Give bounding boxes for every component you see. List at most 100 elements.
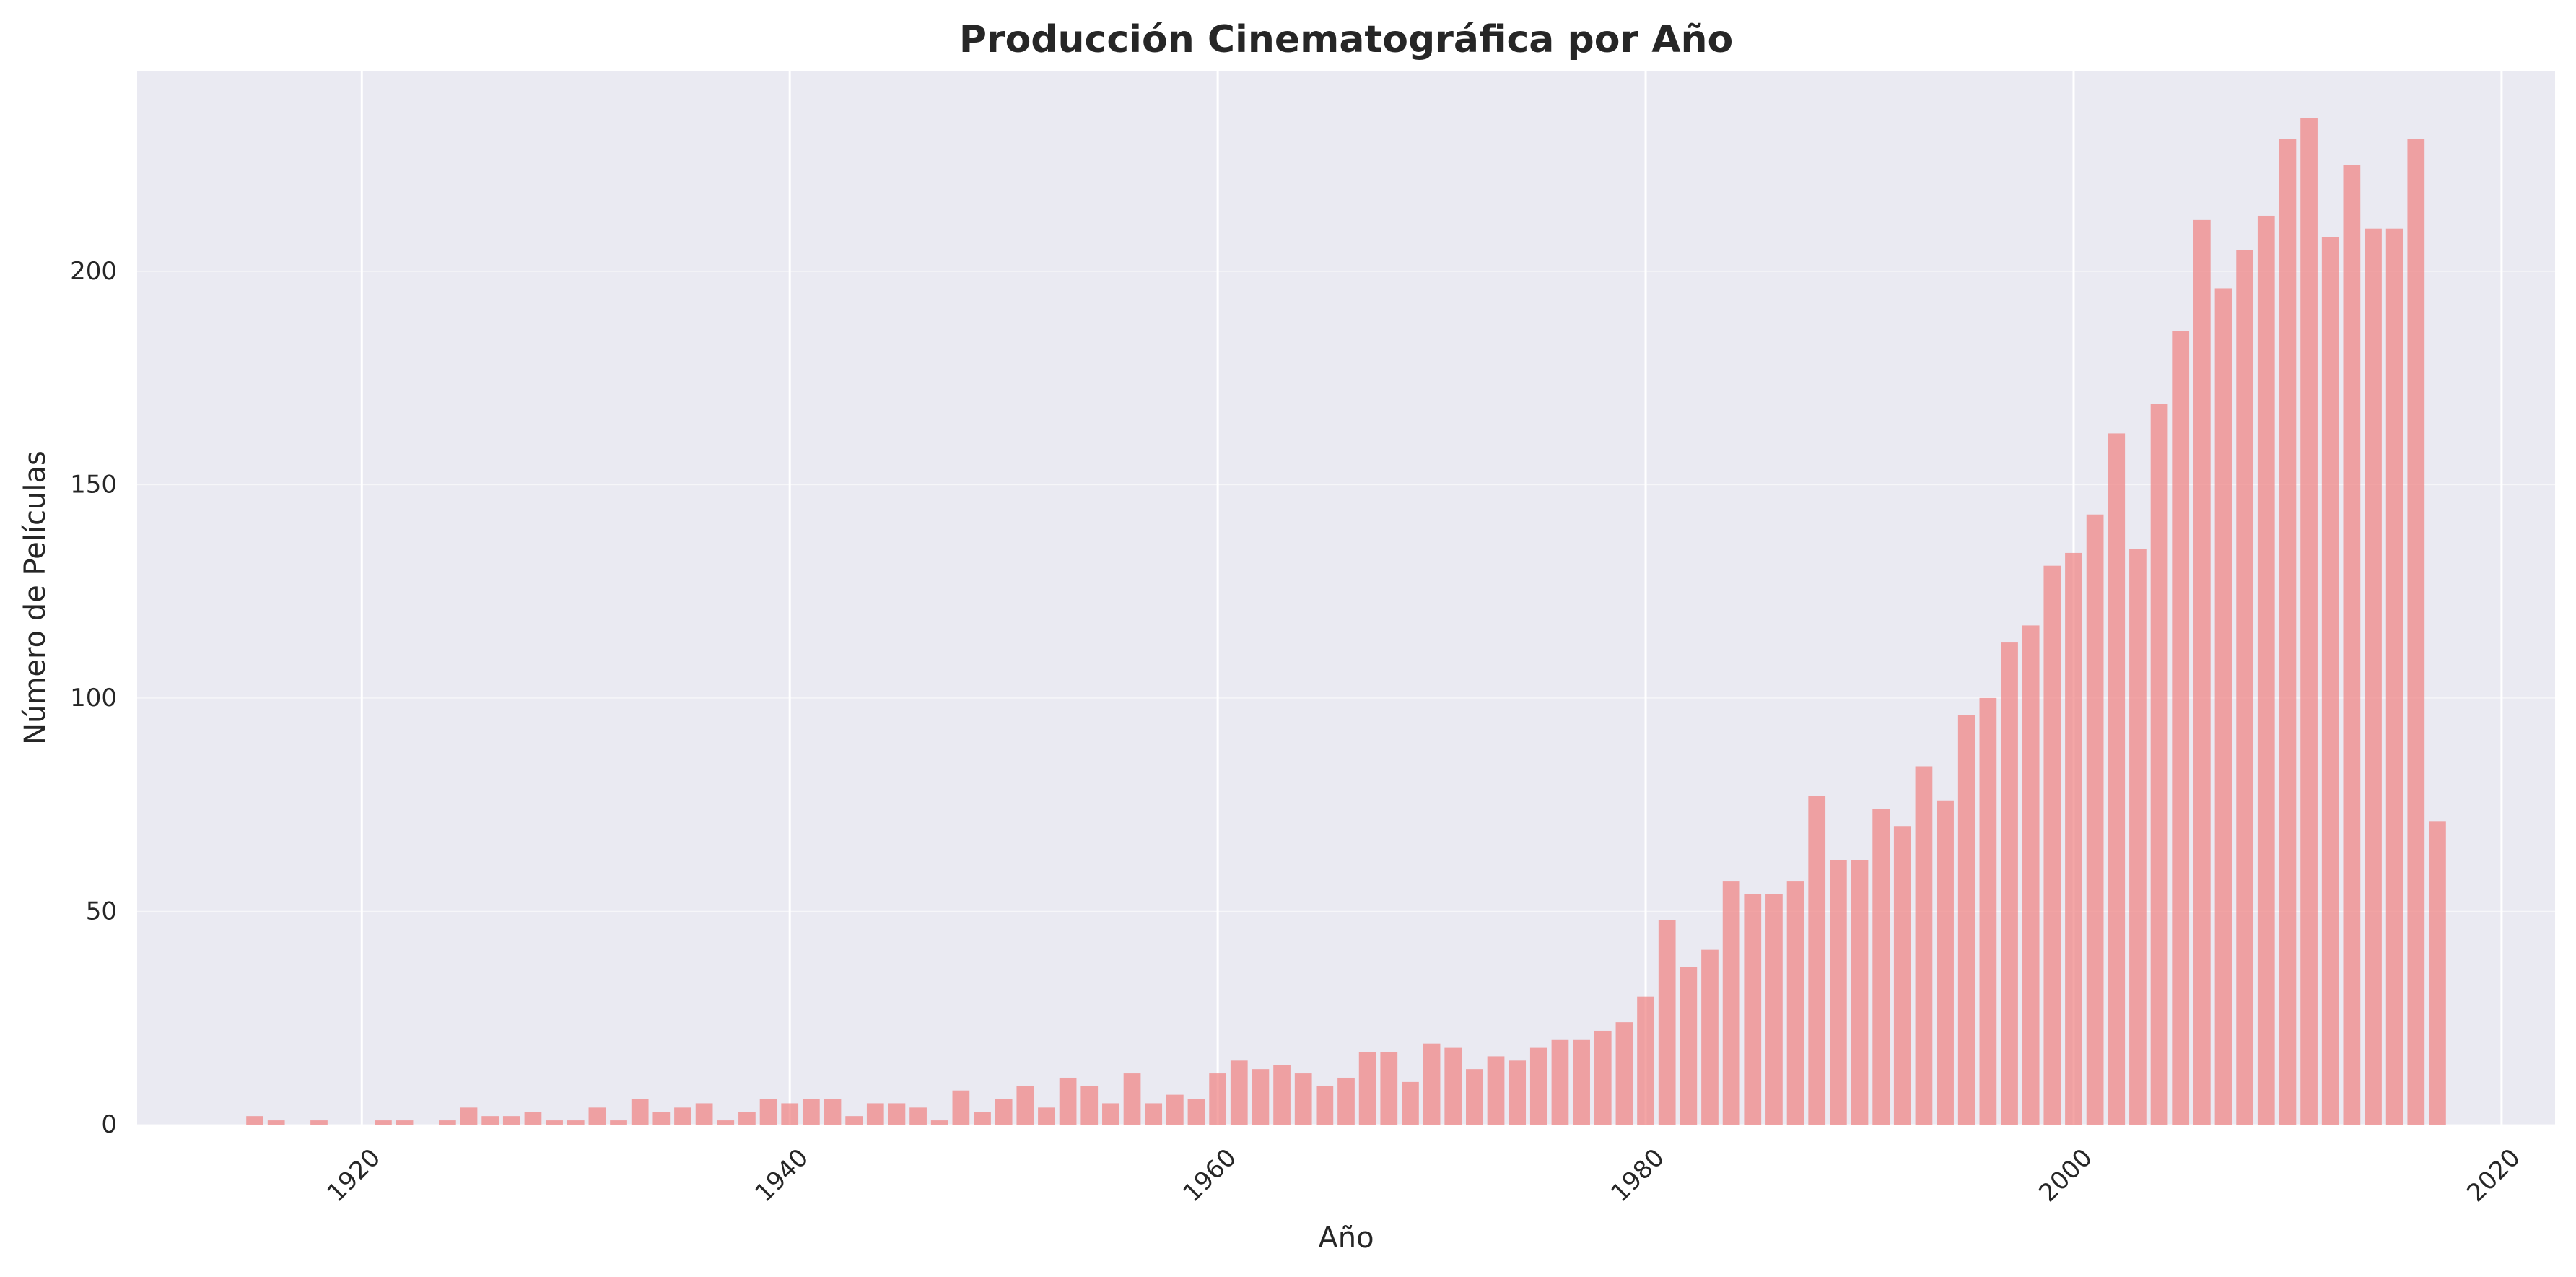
bar (1786, 881, 1804, 1125)
bar (1209, 1073, 1226, 1125)
bar (502, 1116, 520, 1125)
bar (738, 1112, 756, 1125)
bar (2385, 228, 2403, 1125)
bar (952, 1090, 970, 1125)
bar (310, 1120, 328, 1125)
bar (375, 1120, 392, 1125)
bar (610, 1120, 627, 1125)
bar (695, 1103, 713, 1125)
bar (588, 1107, 606, 1125)
bar (2172, 331, 2190, 1125)
bar (396, 1120, 414, 1125)
bar (1893, 826, 1911, 1125)
bar (1016, 1086, 1034, 1125)
bar (631, 1099, 649, 1125)
bar (974, 1112, 991, 1125)
bar (2279, 139, 2297, 1125)
bar (2429, 821, 2446, 1125)
plot-area (137, 71, 2555, 1125)
bar (1979, 697, 1997, 1125)
bar (1722, 881, 1740, 1125)
bar (781, 1103, 799, 1125)
bar (1573, 1039, 1590, 1125)
bar (2129, 549, 2147, 1125)
bar (717, 1120, 735, 1125)
bar (1937, 800, 1954, 1125)
chart-title: Producción Cinematográfica por Año (959, 18, 1733, 61)
bar (2001, 642, 2018, 1125)
bar (546, 1120, 563, 1125)
bar (845, 1116, 863, 1125)
bar (2321, 237, 2339, 1125)
bar (267, 1120, 285, 1125)
bar (1402, 1081, 1419, 1125)
bar (1765, 894, 1783, 1125)
bar (1337, 1077, 1355, 1125)
bar (2407, 139, 2425, 1125)
bar (2214, 288, 2232, 1125)
bar (995, 1099, 1013, 1125)
bar (2022, 625, 2040, 1125)
y-tick-label: 200 (70, 257, 117, 286)
bar (1252, 1069, 1270, 1125)
bar (1358, 1052, 1376, 1125)
bar (1830, 860, 1847, 1125)
bar (439, 1120, 456, 1125)
x-axis-label: Año (1318, 1221, 1374, 1255)
bar (1615, 1022, 1633, 1125)
bar (824, 1099, 842, 1125)
bar (2150, 404, 2168, 1125)
y-axis-label: Número de Películas (19, 450, 52, 745)
bar (930, 1120, 948, 1125)
bar (866, 1103, 884, 1125)
bar (759, 1099, 777, 1125)
bar (1316, 1086, 1334, 1125)
bar (1487, 1056, 1505, 1125)
bar (802, 1099, 820, 1125)
bar (2108, 433, 2126, 1125)
bar (1059, 1077, 1077, 1125)
bar (1294, 1073, 1312, 1125)
bar (2065, 552, 2082, 1125)
bar (1466, 1069, 1483, 1125)
bar (1529, 1047, 1547, 1125)
bar (1187, 1099, 1205, 1125)
bar (1594, 1030, 1612, 1125)
bar (2043, 565, 2061, 1125)
bar (1145, 1103, 1163, 1125)
bar (1658, 920, 1676, 1125)
bar (1380, 1052, 1398, 1125)
bar (888, 1103, 906, 1125)
bar (1872, 809, 1890, 1125)
bar (246, 1116, 263, 1125)
bar (1509, 1060, 1527, 1125)
bar (909, 1107, 927, 1125)
bar (1102, 1103, 1119, 1125)
bar (1444, 1047, 1462, 1125)
bar (567, 1120, 585, 1125)
y-tick-label: 0 (101, 1110, 117, 1139)
bar (1957, 715, 1975, 1125)
y-tick-label: 100 (70, 684, 117, 712)
bar (2086, 514, 2104, 1125)
bar (2300, 118, 2318, 1125)
bar (1123, 1073, 1141, 1125)
bar (1230, 1060, 1248, 1125)
bar (1423, 1043, 1441, 1125)
bar (2365, 228, 2382, 1125)
bar (481, 1116, 499, 1125)
bar (1915, 766, 1933, 1125)
bar (524, 1112, 542, 1125)
bar (1851, 860, 1869, 1125)
bar (674, 1107, 691, 1125)
bar (1551, 1039, 1569, 1125)
bar (1273, 1065, 1291, 1125)
bar (1637, 996, 1654, 1125)
y-tick-label: 50 (86, 897, 117, 925)
bar (652, 1112, 671, 1125)
bar (2236, 250, 2253, 1125)
bar (1744, 894, 1762, 1125)
bar (2257, 215, 2275, 1125)
